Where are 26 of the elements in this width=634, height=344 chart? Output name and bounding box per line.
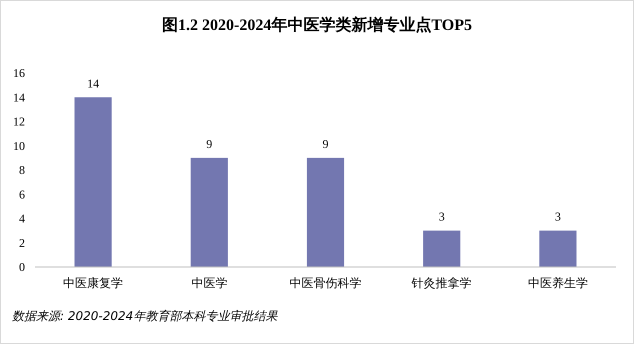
y-tick-label: 6 (19, 187, 25, 202)
bar (74, 97, 112, 267)
data-label: 3 (554, 210, 561, 224)
y-tick-label: 0 (19, 260, 25, 274)
y-tick-label: 12 (13, 114, 25, 129)
x-tick-label: 中医养生学 (528, 276, 588, 290)
chart-title: 图1.2 2020-2024年中医学类新增专业点TOP5 (162, 16, 472, 34)
bar (306, 158, 344, 267)
y-tick-label: 4 (19, 212, 25, 226)
y-tick-label: 8 (19, 163, 25, 178)
x-tick-label: 中医学 (191, 276, 228, 290)
bar (423, 230, 460, 267)
bar (190, 158, 228, 267)
data-label: 3 (438, 210, 445, 224)
source-note: 数据来源: 2020-2024年教育部本科专业审批结果 (12, 309, 278, 323)
data-label: 9 (322, 136, 328, 151)
bar (539, 230, 576, 267)
y-tick-label: 14 (13, 90, 25, 104)
y-tick-label: 16 (13, 66, 25, 80)
x-tick-label: 中医骨伤科学 (290, 276, 362, 290)
data-label: 14 (87, 76, 100, 90)
y-tick-label: 2 (19, 236, 25, 250)
x-tick-label: 针灸推拿学 (410, 276, 472, 290)
data-label: 9 (206, 136, 212, 151)
x-tick-label: 中医康复学 (63, 276, 124, 290)
y-tick-label: 10 (13, 138, 25, 153)
